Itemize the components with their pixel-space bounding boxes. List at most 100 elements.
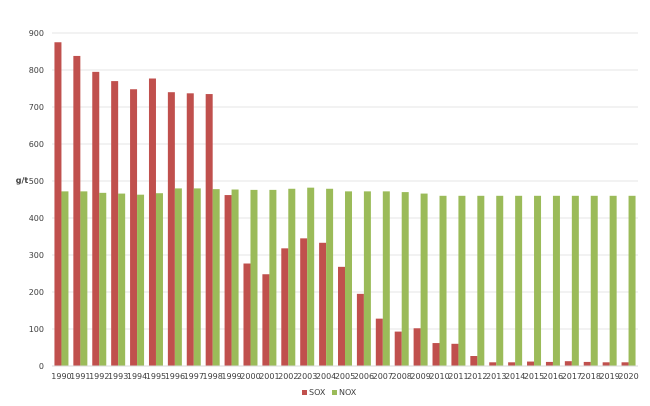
x-tick-label: 1994 (127, 372, 147, 381)
bar-nox-2006 (363, 191, 371, 366)
bar-sox-1996 (167, 92, 175, 366)
bar-nox-1997 (193, 188, 201, 366)
bar-sox-1992 (92, 71, 100, 366)
x-tick-label: 2006 (354, 372, 374, 381)
legend-label-nox: NOX (339, 388, 357, 397)
bar-nox-1999 (231, 189, 239, 366)
x-tick-label: 1997 (184, 372, 204, 381)
bar-nox-2019 (609, 195, 617, 366)
x-tick-label: 2015 (524, 372, 544, 381)
y-tick-label: 700 (29, 103, 44, 112)
x-tick-label: 2018 (581, 372, 601, 381)
bar-nox-1991 (80, 191, 88, 366)
x-tick-label: 2003 (297, 372, 317, 381)
x-tick-label: 1993 (108, 372, 128, 381)
x-tick-label: 2011 (448, 372, 468, 381)
bar-sox-2002 (281, 248, 289, 366)
x-tick-label: 2010 (429, 372, 449, 381)
bar-nox-2016 (552, 195, 560, 366)
bar-sox-2010 (432, 343, 440, 366)
bar-sox-2011 (451, 343, 459, 366)
bar-sox-2017 (564, 361, 572, 366)
bar-sox-2020 (621, 362, 629, 366)
x-tick-label: 1996 (165, 372, 185, 381)
bar-nox-2001 (269, 189, 277, 366)
bar-nox-2017 (571, 195, 579, 366)
y-axis-label: g/t (16, 176, 29, 185)
legend: SOX NOX (302, 388, 357, 397)
bar-nox-2014 (515, 195, 523, 366)
x-tick-label: 2002 (278, 372, 298, 381)
x-tick-label: 1992 (89, 372, 109, 381)
bar-nox-1995 (155, 193, 163, 366)
bar-nox-2011 (458, 195, 466, 366)
bar-nox-1994 (137, 194, 145, 366)
x-tick-label: 2000 (240, 372, 260, 381)
x-tick-label: 1999 (221, 372, 241, 381)
bar-sox-1994 (130, 89, 138, 367)
bar-sox-2000 (243, 263, 251, 366)
bar-nox-2009 (420, 193, 428, 366)
y-tick-label: 0 (39, 362, 44, 371)
y-axis-ticks: 0 100 200 300 400 500 600 700 800 900 (29, 29, 44, 371)
bar-nox-2008 (401, 192, 409, 366)
bar-sox-2008 (394, 331, 402, 366)
bar-nox-2012 (477, 195, 485, 366)
x-tick-label: 2001 (259, 372, 279, 381)
bar-sox-1997 (186, 93, 194, 366)
bar-sox-1998 (205, 94, 213, 367)
x-tick-label: 1990 (51, 372, 71, 381)
y-tick-label: 600 (29, 140, 44, 149)
legend-swatch-sox (302, 390, 307, 395)
x-tick-label: 2009 (410, 372, 430, 381)
x-tick-label: 2005 (335, 372, 355, 381)
x-tick-label: 2012 (467, 372, 487, 381)
bar-sox-1993 (111, 81, 119, 366)
x-axis-ticks: 1990199119921993199419951996199719981999… (51, 372, 638, 381)
bar-nox-2002 (288, 188, 296, 366)
bar-sox-2018 (583, 361, 591, 366)
bar-nox-2003 (307, 187, 315, 366)
x-tick-label: 1995 (146, 372, 166, 381)
bar-nox-1998 (212, 189, 220, 366)
y-tick-label: 900 (29, 29, 44, 38)
bar-nox-2005 (345, 191, 352, 366)
legend-swatch-nox (332, 390, 337, 395)
bar-sox-2014 (508, 362, 516, 366)
bar-sox-2013 (489, 362, 497, 366)
bar-nox-2010 (439, 195, 447, 366)
bar-sox-1990 (54, 42, 62, 366)
y-tick-label: 100 (29, 325, 44, 334)
bar-nox-2018 (590, 195, 598, 366)
x-tick-label: 2014 (505, 372, 525, 381)
x-tick-label: 2008 (392, 372, 412, 381)
bar-nox-1996 (174, 188, 182, 366)
bar-sox-2006 (356, 293, 364, 366)
bar-nox-2000 (250, 189, 258, 366)
x-tick-label: 2019 (599, 372, 619, 381)
bar-sox-2005 (338, 266, 345, 366)
x-tick-label: 2016 (543, 372, 563, 381)
y-tick-label: 200 (29, 288, 44, 297)
bar-sox-2007 (375, 318, 383, 366)
bar-sox-2015 (527, 361, 535, 366)
x-tick-label: 1998 (203, 372, 223, 381)
y-tick-label: 500 (29, 177, 44, 186)
bar-nox-2020 (628, 195, 636, 366)
y-tick-label: 300 (29, 251, 44, 260)
x-tick-label: 2013 (486, 372, 506, 381)
bar-sox-2003 (300, 238, 308, 366)
bar-sox-2016 (545, 361, 553, 366)
bar-sox-2012 (470, 356, 478, 366)
bar-sox-2009 (413, 328, 421, 366)
bar-nox-2015 (534, 195, 542, 366)
bar-nox-1990 (61, 191, 69, 366)
bar-nox-2013 (496, 195, 504, 366)
bars (54, 42, 636, 367)
bar-nox-1992 (99, 192, 107, 366)
bar-nox-2007 (382, 191, 390, 366)
bar-nox-1993 (118, 193, 126, 366)
bar-sox-2019 (602, 362, 610, 366)
x-tick-label: 2004 (316, 372, 336, 381)
